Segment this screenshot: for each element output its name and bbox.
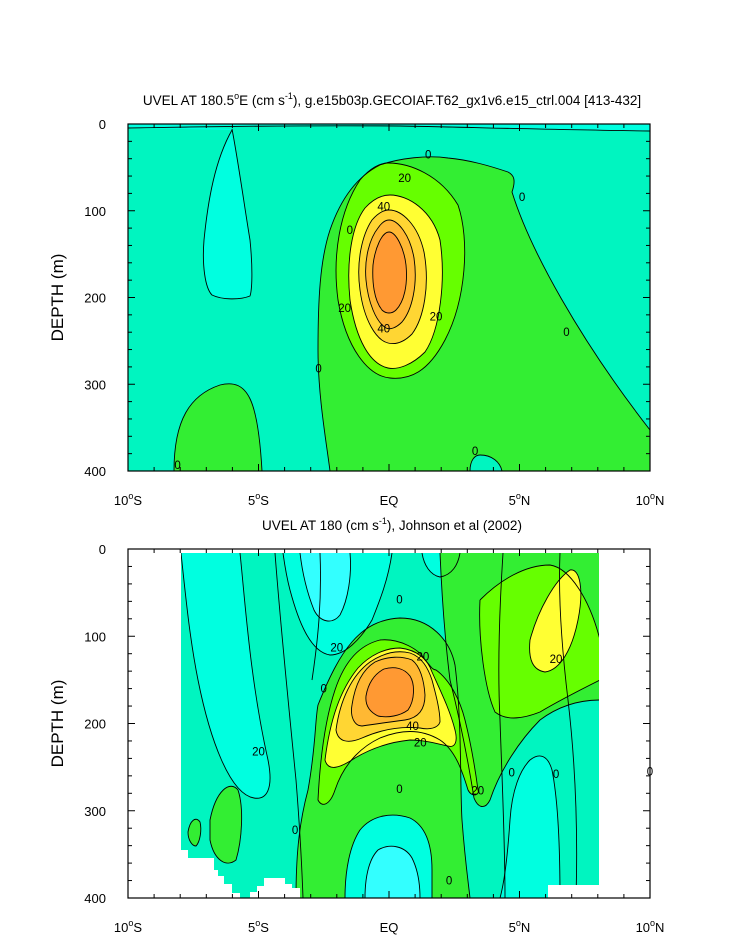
y-tick-label: 0 bbox=[99, 542, 106, 557]
contour-line bbox=[344, 814, 433, 898]
contour-line bbox=[173, 383, 263, 472]
contour-label: 20 bbox=[430, 312, 443, 324]
contour-line bbox=[187, 818, 202, 847]
x-tick-label: 5oN bbox=[509, 491, 531, 508]
deep-small-patch bbox=[470, 455, 502, 471]
y-tick-label: 100 bbox=[84, 204, 106, 219]
southern-westward-tongue bbox=[181, 553, 271, 799]
contour-label: 20 bbox=[471, 786, 484, 798]
x-tick-label: 5oS bbox=[248, 491, 269, 508]
southern-deep-patch bbox=[188, 819, 201, 846]
contour-label: 20 bbox=[398, 173, 411, 185]
contour-label: 20 bbox=[338, 303, 351, 315]
y-tick-label: 400 bbox=[84, 891, 106, 906]
contour-label: 20 bbox=[417, 651, 430, 663]
x-tick-label: 10oN bbox=[636, 491, 665, 508]
contour-line bbox=[372, 231, 407, 314]
y-axis-label: DEPTH (m) bbox=[48, 254, 67, 342]
y-tick-label: 300 bbox=[84, 804, 106, 819]
contour-line bbox=[335, 651, 441, 742]
contour-label: 0 bbox=[519, 192, 525, 204]
y-tick-label: 200 bbox=[84, 717, 106, 732]
contour-label: 40 bbox=[406, 721, 419, 733]
contour-label: 20 bbox=[330, 643, 343, 655]
contour-line bbox=[439, 553, 599, 807]
contour-label: 20 bbox=[550, 654, 563, 666]
deep-southern-eastward bbox=[174, 383, 262, 471]
contour-line bbox=[274, 553, 304, 898]
x-tick-label: 10oS bbox=[114, 918, 142, 935]
contour-line bbox=[365, 219, 416, 330]
contour-line bbox=[181, 553, 271, 799]
contour-label: 0 bbox=[425, 149, 431, 161]
panel-title: UVEL AT 180.5oE (cm s-1), g.e15b03p.GECO… bbox=[143, 91, 641, 108]
westward-tongue bbox=[128, 127, 252, 299]
contour-label: 0 bbox=[174, 460, 180, 472]
contour-label: 40 bbox=[377, 201, 390, 213]
contour-line bbox=[209, 785, 243, 864]
x-tick-label: 5oS bbox=[248, 918, 269, 935]
y-axis-label: DEPTH (m) bbox=[48, 680, 67, 768]
contour-line bbox=[299, 553, 351, 622]
contour-line bbox=[324, 647, 457, 768]
contour-label: 0 bbox=[347, 225, 353, 237]
contour-line bbox=[365, 667, 414, 718]
x-tick-label: EQ bbox=[380, 493, 399, 508]
contour-line bbox=[358, 209, 427, 345]
contour-line bbox=[127, 125, 651, 132]
contour-label: 0 bbox=[315, 364, 321, 376]
contour-line bbox=[479, 564, 599, 719]
contour-line bbox=[498, 553, 506, 898]
contour-label: 0 bbox=[292, 825, 298, 837]
necc-30-40 bbox=[529, 569, 581, 672]
y-tick-label: 300 bbox=[84, 377, 106, 392]
contour-line bbox=[351, 656, 426, 727]
contour-label: 0 bbox=[553, 769, 559, 781]
contour-label: 40 bbox=[377, 324, 390, 336]
contour-label: 0 bbox=[472, 446, 478, 458]
observation-data-region bbox=[181, 553, 599, 898]
contour-line bbox=[499, 755, 561, 898]
contour-label: 0 bbox=[446, 876, 452, 888]
contour-label: 0 bbox=[396, 595, 402, 607]
deep-westward-10-20 bbox=[365, 846, 420, 898]
contour-label: 20 bbox=[414, 738, 427, 750]
contour-line bbox=[348, 194, 443, 369]
deep-eastern-westward bbox=[500, 755, 560, 898]
x-tick-label: 10oN bbox=[636, 918, 665, 935]
contour-line bbox=[529, 569, 582, 673]
y-tick-label: 100 bbox=[84, 629, 106, 644]
contour-label: 0 bbox=[508, 767, 514, 779]
contour-line bbox=[469, 454, 503, 472]
contour-label: 20 bbox=[252, 746, 265, 758]
x-tick-label: 5oN bbox=[509, 918, 531, 935]
contour-line bbox=[317, 156, 651, 472]
contour-label: 0 bbox=[563, 327, 569, 339]
y-tick-label: 400 bbox=[84, 464, 106, 479]
contour-line bbox=[364, 845, 421, 898]
panel-title: UVEL AT 180 (cm s-1), Johnson et al (200… bbox=[262, 516, 522, 533]
euc-core bbox=[372, 232, 407, 313]
x-tick-label: 10oS bbox=[114, 491, 142, 508]
contour-line bbox=[335, 162, 466, 379]
euc-core bbox=[365, 667, 414, 717]
contour-label: 0 bbox=[321, 684, 327, 696]
contour-line bbox=[311, 553, 321, 681]
contour-line bbox=[295, 617, 471, 898]
y-tick-label: 0 bbox=[99, 117, 106, 132]
contour-line bbox=[421, 553, 461, 578]
contour-line bbox=[282, 553, 393, 656]
y-tick-label: 200 bbox=[84, 291, 106, 306]
southern-deep-eastward bbox=[210, 786, 242, 864]
contour-line bbox=[202, 128, 253, 300]
contour-label: 0 bbox=[396, 784, 402, 796]
contour-line bbox=[559, 553, 578, 898]
surface-westward-10-20 bbox=[300, 553, 351, 622]
contour-line bbox=[317, 639, 479, 805]
x-tick-label: EQ bbox=[380, 920, 399, 935]
